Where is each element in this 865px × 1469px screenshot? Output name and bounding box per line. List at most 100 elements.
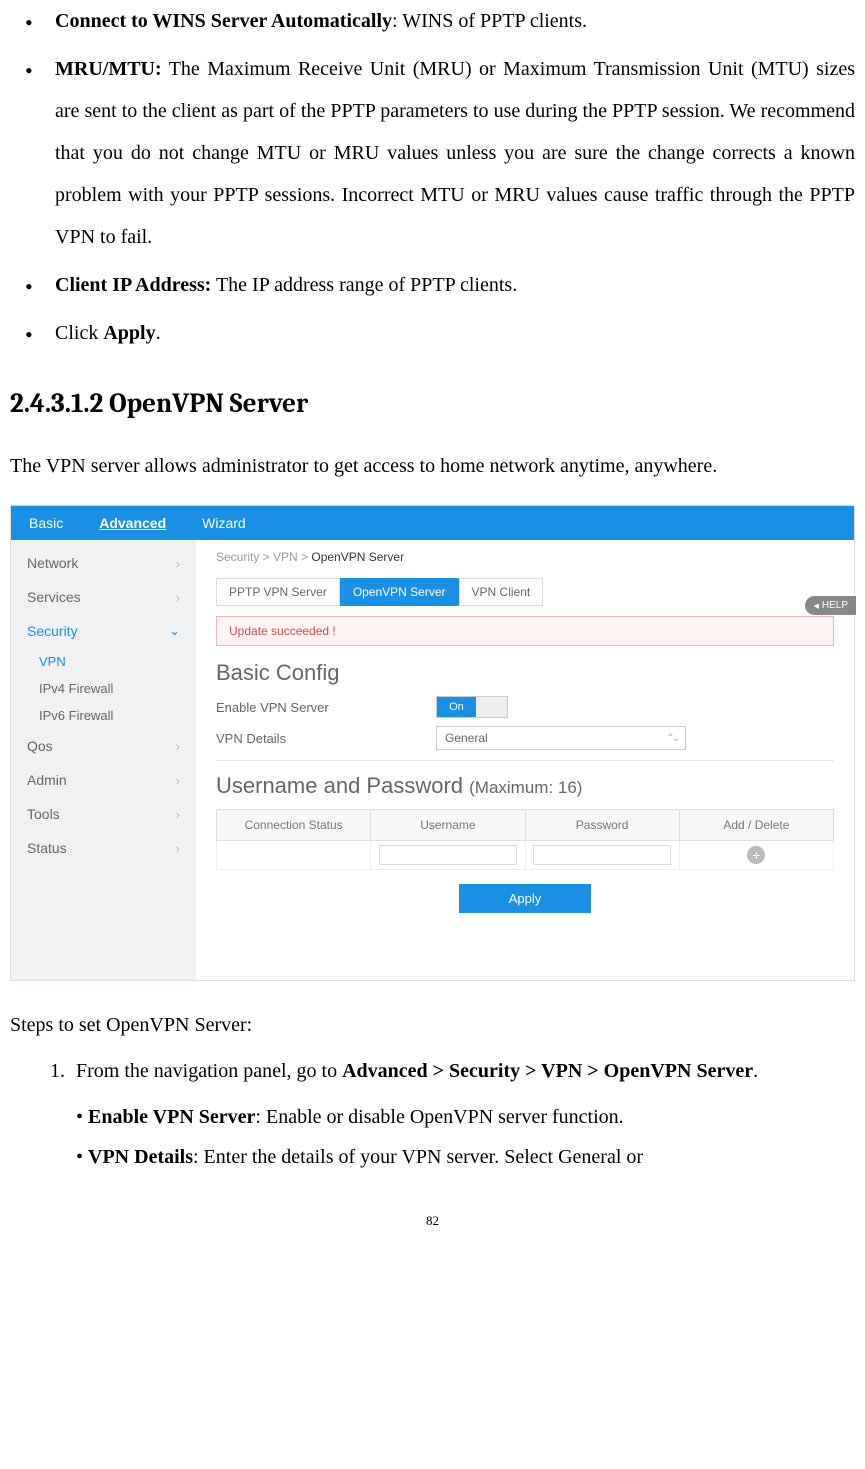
- step-item: From the navigation panel, go to Advance…: [70, 1051, 855, 1177]
- content-panel: Security > VPN > OpenVPN Server HELP PPT…: [196, 540, 854, 980]
- section-heading: 2.4.3.1.2 OpenVPN Server: [10, 388, 855, 419]
- sidebar-item-services[interactable]: Services ›: [11, 580, 196, 614]
- breadcrumb: Security > VPN > OpenVPN Server: [196, 540, 854, 578]
- cell-password: [526, 841, 680, 869]
- subtab-openvpn[interactable]: OpenVPN Server: [340, 578, 459, 606]
- sidebar-label: Services: [27, 589, 81, 605]
- bullet-text: The Maximum Receive Unit (MRU) or Maximu…: [55, 58, 855, 248]
- vpn-details-select[interactable]: General ⌃⌄: [436, 726, 686, 750]
- title-text: Username and Password: [216, 773, 469, 798]
- bullet-text: Click: [55, 322, 103, 344]
- th-connection-status: Connection Status: [217, 810, 371, 840]
- table-header: Connection Status Username Password Add …: [216, 809, 834, 841]
- sidebar-item-status[interactable]: Status ›: [11, 831, 196, 865]
- bullet-bold: Apply: [103, 322, 155, 344]
- select-arrow-icon: ⌃⌄: [666, 733, 677, 744]
- chevron-right-icon: ›: [176, 807, 180, 822]
- cell-add: +: [680, 841, 833, 869]
- intro-paragraph: The VPN server allows administrator to g…: [10, 445, 855, 487]
- username-password-title: Username and Password (Maximum: 16): [216, 773, 834, 799]
- bullet-bold: Connect to WINS Server Automatically: [55, 10, 392, 32]
- password-input[interactable]: [533, 845, 671, 865]
- subtabs: PPTP VPN Server OpenVPN Server VPN Clien…: [216, 578, 834, 606]
- sub-bullet-item: VPN Details: Enter the details of your V…: [76, 1137, 855, 1177]
- sidebar-item-qos[interactable]: Qos ›: [11, 729, 196, 763]
- steps-section: Steps to set OpenVPN Server: From the na…: [10, 1005, 855, 1177]
- top-tabbar: Basic Advanced Wizard: [11, 506, 854, 540]
- chevron-right-icon: ›: [176, 841, 180, 856]
- bullet-item: Click Apply.: [55, 312, 855, 354]
- breadcrumb-current: OpenVPN Server: [311, 550, 404, 564]
- sub-bold: Enable VPN Server: [88, 1106, 255, 1128]
- username-input[interactable]: [379, 845, 517, 865]
- basic-config-title: Basic Config: [216, 660, 834, 686]
- sidebar-label: Qos: [27, 738, 53, 754]
- page-number: 82: [10, 1213, 855, 1229]
- tab-basic[interactable]: Basic: [11, 506, 81, 540]
- tab-wizard[interactable]: Wizard: [184, 506, 264, 540]
- toggle-on: On: [437, 697, 476, 717]
- bullet-text: : WINS of PPTP clients.: [392, 10, 587, 32]
- router-ui-screenshot: Basic Advanced Wizard Network › Services ›…: [10, 505, 855, 981]
- sidebar-item-tools[interactable]: Tools ›: [11, 797, 196, 831]
- chevron-right-icon: ›: [176, 590, 180, 605]
- sub-text: : Enter the details of your VPN server. …: [193, 1146, 643, 1168]
- chevron-right-icon: ›: [176, 556, 180, 571]
- success-alert: Update succeeded !: [216, 616, 834, 646]
- numbered-list: From the navigation panel, go to Advance…: [10, 1051, 855, 1177]
- bullet-list: Connect to WINS Server Automatically: WI…: [10, 0, 855, 354]
- bullet-text: .: [156, 322, 161, 344]
- th-username: Username: [371, 810, 525, 840]
- sub-bullet: Enable VPN Server: Enable or disable Ope…: [76, 1097, 855, 1177]
- help-label: HELP: [822, 600, 848, 611]
- tab-advanced[interactable]: Advanced: [81, 506, 184, 540]
- step-text: From the navigation panel, go to: [76, 1060, 342, 1082]
- form-row-vpn-details: VPN Details General ⌃⌄: [216, 726, 834, 750]
- bullet-text: The IP address range of PPTP clients.: [211, 274, 517, 296]
- breadcrumb-path: Security > VPN >: [216, 550, 311, 564]
- sidebar-label: Admin: [27, 772, 67, 788]
- bullet-item: MRU/MTU: The Maximum Receive Unit (MRU) …: [55, 48, 855, 258]
- subtab-pptp[interactable]: PPTP VPN Server: [216, 578, 340, 606]
- sidebar-label: Status: [27, 840, 67, 856]
- sidebar-sub-ipv4-firewall[interactable]: IPv4 Firewall: [11, 675, 196, 702]
- help-button[interactable]: HELP: [805, 596, 856, 615]
- th-password: Password: [526, 810, 680, 840]
- sidebar: Network › Services › Security ⌄ VPN IPv4 Fi…: [11, 540, 196, 980]
- sidebar-item-security[interactable]: Security ⌄: [11, 614, 196, 648]
- sub-text: : Enable or disable OpenVPN server funct…: [255, 1106, 623, 1128]
- enable-vpn-toggle[interactable]: On: [436, 696, 508, 718]
- chevron-right-icon: ›: [176, 773, 180, 788]
- sidebar-label: Tools: [27, 806, 60, 822]
- bullet-item: Client IP Address: The IP address range …: [55, 264, 855, 306]
- toggle-off: [476, 697, 507, 717]
- title-max: (Maximum: 16): [469, 778, 582, 797]
- chevron-down-icon: ⌄: [169, 623, 180, 639]
- divider: [216, 760, 834, 761]
- table-row: +: [216, 841, 834, 870]
- sidebar-item-network[interactable]: Network ›: [11, 546, 196, 580]
- chevron-right-icon: ›: [176, 739, 180, 754]
- sub-bullet-item: Enable VPN Server: Enable or disable Ope…: [76, 1097, 855, 1137]
- form-row-enable-vpn: Enable VPN Server On: [216, 696, 834, 718]
- cell-username: [371, 841, 525, 869]
- bullet-bold: Client IP Address:: [55, 274, 211, 296]
- bullet-item: Connect to WINS Server Automatically: WI…: [55, 0, 855, 42]
- enable-vpn-label: Enable VPN Server: [216, 700, 436, 715]
- vpn-details-label: VPN Details: [216, 731, 436, 746]
- th-add-delete: Add / Delete: [680, 810, 833, 840]
- sidebar-item-admin[interactable]: Admin ›: [11, 763, 196, 797]
- sidebar-sub-ipv6-firewall[interactable]: IPv6 Firewall: [11, 702, 196, 729]
- apply-button[interactable]: Apply: [459, 884, 592, 913]
- step-text: .: [753, 1060, 758, 1082]
- subtab-vpn-client[interactable]: VPN Client: [459, 578, 544, 606]
- user-table: Connection Status Username Password Add …: [216, 809, 834, 870]
- sidebar-label: Network: [27, 555, 78, 571]
- sub-bold: VPN Details: [88, 1146, 193, 1168]
- bullet-bold: MRU/MTU:: [55, 58, 162, 80]
- add-button[interactable]: +: [747, 846, 765, 864]
- select-value: General: [445, 731, 488, 745]
- sidebar-label: Security: [27, 623, 78, 639]
- sidebar-sub-vpn[interactable]: VPN: [11, 648, 196, 675]
- steps-intro: Steps to set OpenVPN Server:: [10, 1005, 855, 1045]
